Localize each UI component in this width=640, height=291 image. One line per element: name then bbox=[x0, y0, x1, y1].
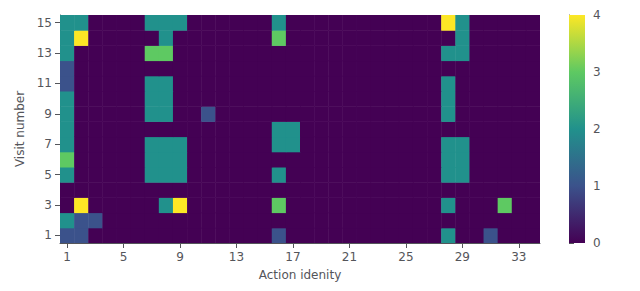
svg-text:13: 13 bbox=[229, 250, 244, 264]
svg-text:Visit number: Visit number bbox=[13, 91, 27, 167]
svg-text:4: 4 bbox=[593, 8, 601, 22]
svg-text:1: 1 bbox=[44, 228, 52, 242]
svg-text:17: 17 bbox=[285, 250, 300, 264]
svg-text:2: 2 bbox=[593, 122, 601, 136]
svg-text:33: 33 bbox=[511, 250, 526, 264]
svg-text:21: 21 bbox=[342, 250, 357, 264]
svg-text:15: 15 bbox=[37, 16, 52, 30]
svg-text:1: 1 bbox=[593, 179, 601, 193]
svg-text:9: 9 bbox=[44, 107, 52, 121]
svg-text:25: 25 bbox=[398, 250, 413, 264]
svg-text:13: 13 bbox=[37, 46, 52, 60]
svg-text:3: 3 bbox=[44, 198, 52, 212]
svg-text:29: 29 bbox=[455, 250, 470, 264]
svg-text:11: 11 bbox=[37, 76, 52, 90]
svg-text:9: 9 bbox=[176, 250, 184, 264]
svg-text:5: 5 bbox=[44, 168, 52, 182]
svg-text:1: 1 bbox=[63, 250, 71, 264]
svg-text:5: 5 bbox=[120, 250, 128, 264]
svg-text:3: 3 bbox=[593, 65, 601, 79]
svg-text:0: 0 bbox=[593, 236, 601, 250]
svg-text:7: 7 bbox=[44, 137, 52, 151]
svg-text:Action idenity: Action idenity bbox=[259, 268, 341, 282]
